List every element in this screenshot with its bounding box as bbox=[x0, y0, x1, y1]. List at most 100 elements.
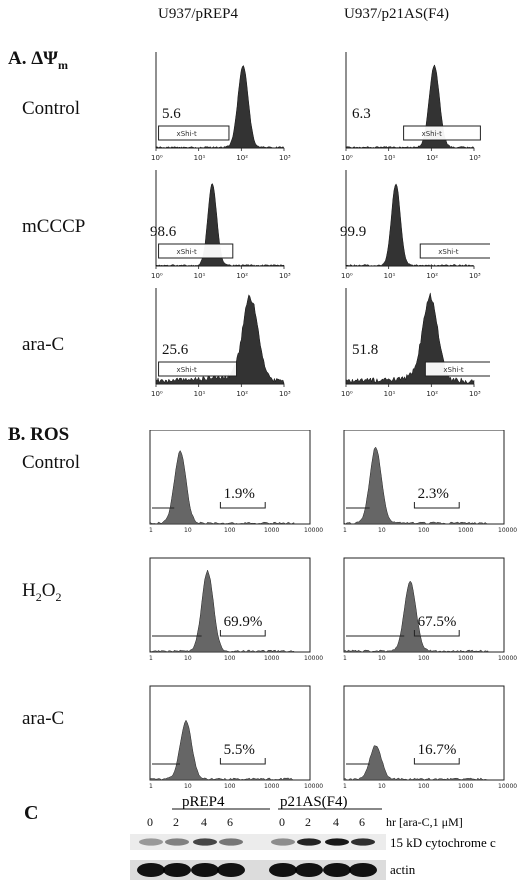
row-label-h2o2: H2O2 bbox=[22, 580, 61, 605]
x-tick-label: 10³ bbox=[279, 272, 291, 280]
x-tick-label: 10⁰ bbox=[341, 272, 353, 280]
x-tick-label: 10¹ bbox=[384, 390, 396, 398]
ros-panel-r0-c0: 1.9% 1 10 100 1000 10000 bbox=[149, 430, 323, 534]
section-c-label: C bbox=[24, 802, 38, 825]
x-tick-label: 10 bbox=[184, 783, 192, 790]
dpsi-value: 5.6 bbox=[162, 106, 181, 122]
x-tick-label: 10000 bbox=[498, 527, 517, 534]
x-tick-label: 1000 bbox=[458, 527, 473, 534]
row-label-control-b: Control bbox=[22, 452, 80, 474]
dpsi-panel-r0-c0: xShi-t 5.6 10⁰ 10¹ 10² 10³ bbox=[151, 52, 291, 162]
ros-panel-r2-c0: 5.5% 1 10 100 1000 10000 bbox=[149, 686, 323, 790]
group1-label: pREP4 bbox=[182, 796, 225, 810]
ros-panel-r1-c0: 69.9% 1 10 100 1000 10000 bbox=[149, 558, 323, 662]
actin-band bbox=[163, 863, 191, 877]
x-tick-label: 100 bbox=[418, 783, 430, 790]
x-tick-label: 10000 bbox=[498, 783, 517, 790]
x-tick-label: 10² bbox=[426, 154, 438, 162]
actin-band bbox=[323, 863, 351, 877]
ros-panel-r1-c1: 67.5% 1 10 100 1000 10000 bbox=[343, 558, 517, 662]
x-tick-label: 1000 bbox=[458, 655, 473, 662]
x-tick-label: 100 bbox=[224, 527, 236, 534]
x-tick-label: 10³ bbox=[469, 272, 481, 280]
cytochrome-band bbox=[325, 838, 349, 845]
x-tick-label: 10000 bbox=[498, 655, 517, 662]
dpsi-value: 98.6 bbox=[150, 224, 177, 240]
x-tick-label: 10² bbox=[426, 272, 438, 280]
lane-label: 2 bbox=[173, 815, 179, 829]
x-tick-label: 1000 bbox=[264, 783, 279, 790]
x-tick-label: 10² bbox=[426, 390, 438, 398]
x-tick-label: 1 bbox=[343, 655, 347, 662]
actin-band bbox=[295, 863, 323, 877]
x-tick-label: 10 bbox=[378, 655, 386, 662]
dpsi-panel-r1-c0: xShi-t98.6 10⁰ 10¹ 10² 10³ bbox=[150, 170, 291, 280]
gate-label: xShi-t bbox=[438, 248, 458, 256]
cytochrome-band bbox=[193, 838, 217, 845]
actin-band bbox=[137, 863, 165, 877]
x-tick-label: 10⁰ bbox=[151, 390, 163, 398]
lane-label: 0 bbox=[279, 815, 285, 829]
cytochrome-band bbox=[219, 838, 243, 845]
dpsi-panel-r0-c1: xShi-t 6.3 10⁰ 10¹ 10² 10³ bbox=[341, 52, 481, 162]
lane-label: 6 bbox=[359, 815, 365, 829]
lane-label: 2 bbox=[305, 815, 311, 829]
ros-value: 16.7% bbox=[418, 742, 457, 758]
x-tick-label: 10 bbox=[378, 783, 386, 790]
time-label: hr [ara-C,1 μM] bbox=[386, 815, 463, 829]
dpsi-value: 25.6 bbox=[162, 342, 189, 358]
x-tick-label: 10 bbox=[378, 527, 386, 534]
x-tick-label: 10 bbox=[184, 655, 192, 662]
x-tick-label: 100 bbox=[224, 655, 236, 662]
cytochrome-band bbox=[165, 838, 189, 845]
section-a-label: A. ΔΨm bbox=[8, 48, 68, 73]
dpsi-value: 99.9 bbox=[340, 224, 366, 240]
ros-panel-r2-c1: 16.7% 1 10 100 1000 10000 bbox=[343, 686, 517, 790]
column-header-prep4: U937/pREP4 bbox=[158, 6, 238, 23]
gate-label: xShi-t bbox=[177, 130, 197, 138]
actin-band bbox=[191, 863, 219, 877]
cytochrome-band bbox=[139, 838, 163, 845]
x-tick-label: 1 bbox=[149, 655, 153, 662]
x-tick-label: 10² bbox=[236, 390, 248, 398]
dpsi-panel-r2-c1: xShi-t51.810⁰ 10¹ 10² 10³ bbox=[341, 288, 490, 398]
x-tick-label: 10000 bbox=[304, 655, 323, 662]
gate-label: xShi-t bbox=[422, 130, 442, 138]
row-label-arac-a: ara-C bbox=[22, 334, 64, 356]
x-tick-label: 100 bbox=[418, 655, 430, 662]
x-tick-label: 1000 bbox=[458, 783, 473, 790]
dpsi-value: 6.3 bbox=[352, 106, 371, 122]
x-tick-label: 10³ bbox=[279, 390, 291, 398]
x-tick-label: 1 bbox=[343, 527, 347, 534]
x-tick-label: 10¹ bbox=[384, 272, 396, 280]
x-tick-label: 10² bbox=[236, 272, 248, 280]
x-tick-label: 10¹ bbox=[194, 272, 206, 280]
x-tick-label: 10000 bbox=[304, 783, 323, 790]
x-tick-label: 10⁰ bbox=[341, 154, 353, 162]
cytochrome-band bbox=[297, 838, 321, 845]
cytochrome-label: 15 kD cytochrome c bbox=[390, 835, 496, 850]
actin-band bbox=[217, 863, 245, 877]
section-c-western-blot: pREP4 p21AS(F4) 02460246 hr [ara-C,1 μM]… bbox=[120, 796, 520, 886]
x-tick-label: 10¹ bbox=[194, 154, 206, 162]
x-tick-label: 10³ bbox=[469, 154, 481, 162]
ros-value: 5.5% bbox=[224, 742, 255, 758]
gate-label: xShi-t bbox=[177, 248, 197, 256]
x-tick-label: 1 bbox=[343, 783, 347, 790]
ros-value: 1.9% bbox=[224, 486, 255, 502]
section-b-histograms: 1.9%1 10 100 1000 100002.3%1 10 100 1000 1000069… bbox=[140, 430, 520, 822]
cytochrome-band bbox=[351, 838, 375, 845]
gate-label: xShi-t bbox=[443, 366, 463, 374]
lane-label: 0 bbox=[147, 815, 153, 829]
lane-label: 4 bbox=[201, 815, 207, 829]
x-tick-label: 10³ bbox=[469, 390, 481, 398]
dpsi-panel-r1-c1: xShi-t 99.9 10⁰ 10¹ 10² 10³ bbox=[340, 170, 490, 280]
x-tick-label: 100 bbox=[224, 783, 236, 790]
section-b-label: B. ROS bbox=[8, 424, 69, 446]
actin-label: actin bbox=[390, 862, 416, 877]
column-header-p21as: U937/p21AS(F4) bbox=[344, 6, 449, 23]
x-tick-label: 1000 bbox=[264, 527, 279, 534]
dpsi-value: 51.8 bbox=[352, 342, 378, 358]
dpsi-panel-r2-c0: xShi-t 25.6 10⁰ 10¹ 10² 10³ bbox=[151, 288, 291, 398]
cytochrome-band bbox=[271, 838, 295, 845]
